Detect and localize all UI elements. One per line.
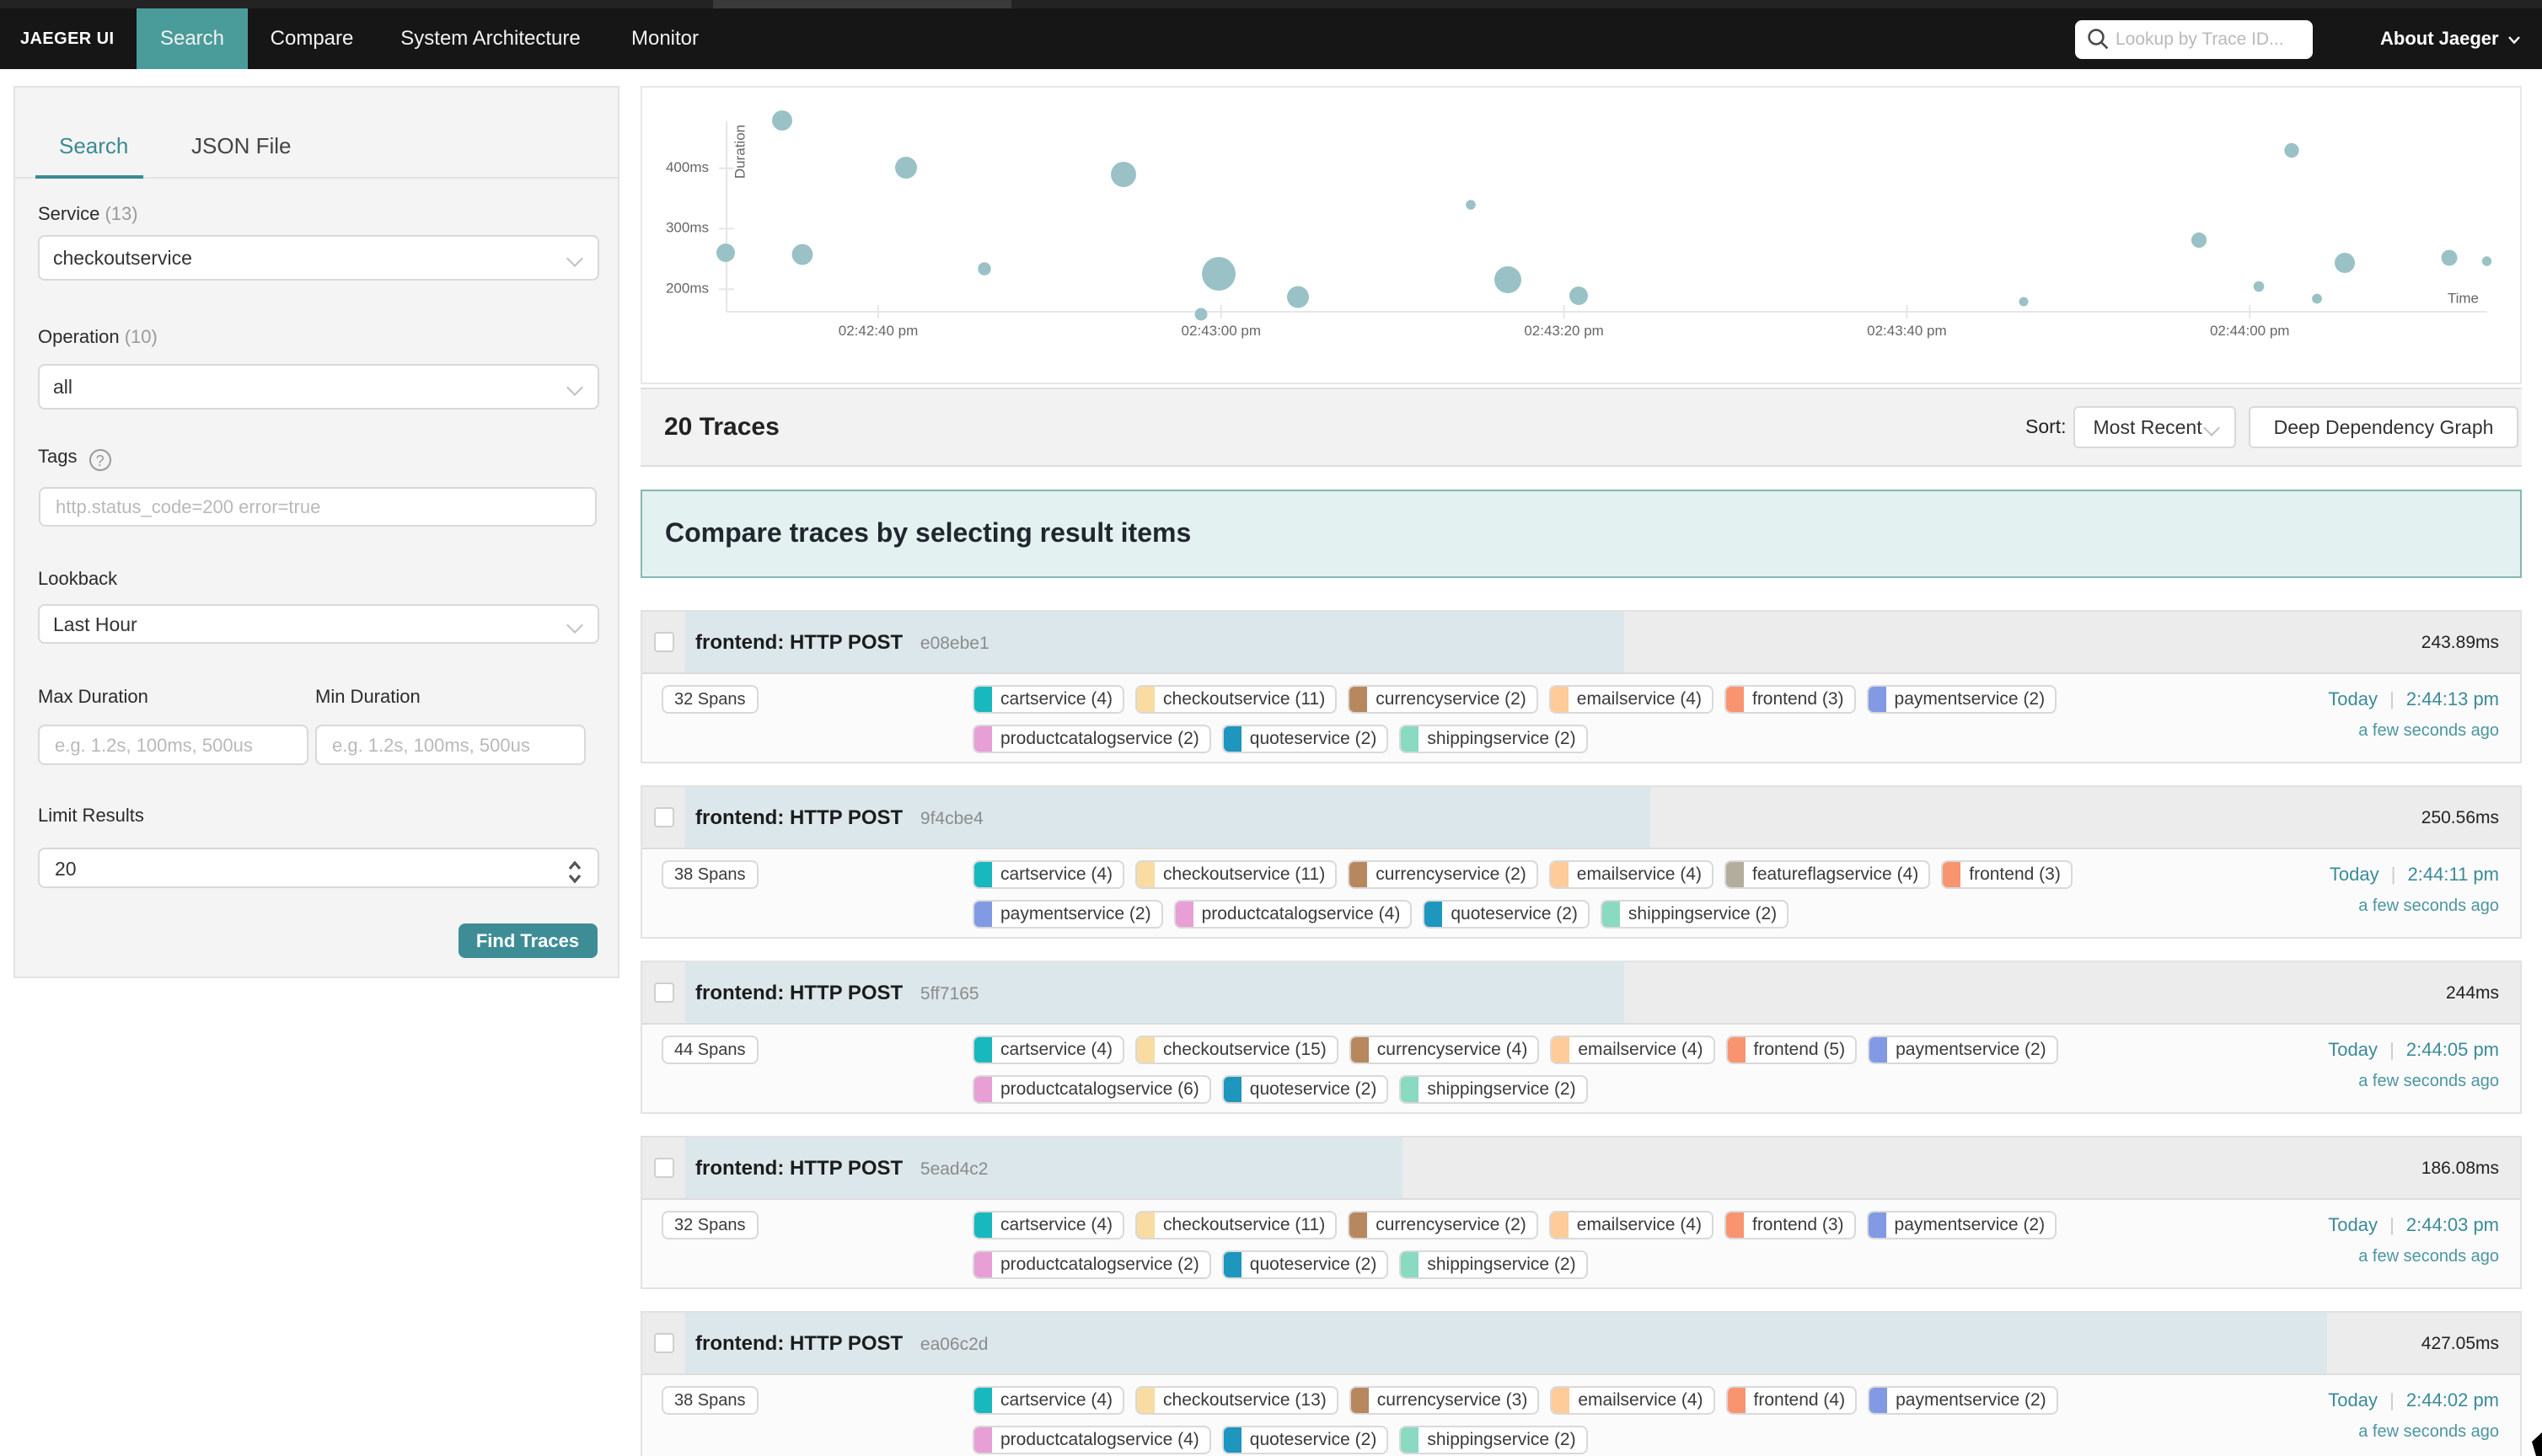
svg-text:Duration: Duration	[732, 125, 748, 179]
svg-text:400ms: 400ms	[666, 159, 709, 175]
svg-text:02:43:00 pm: 02:43:00 pm	[1182, 323, 1262, 339]
svg-text:02:43:20 pm: 02:43:20 pm	[1524, 323, 1604, 339]
svg-text:300ms: 300ms	[666, 220, 709, 236]
svg-text:200ms: 200ms	[666, 280, 709, 296]
svg-text:02:42:40 pm: 02:42:40 pm	[839, 323, 919, 339]
svg-text:02:44:00 pm: 02:44:00 pm	[2210, 323, 2290, 339]
svg-text:02:43:40 pm: 02:43:40 pm	[1867, 323, 1947, 339]
svg-text:Time: Time	[2448, 291, 2479, 307]
